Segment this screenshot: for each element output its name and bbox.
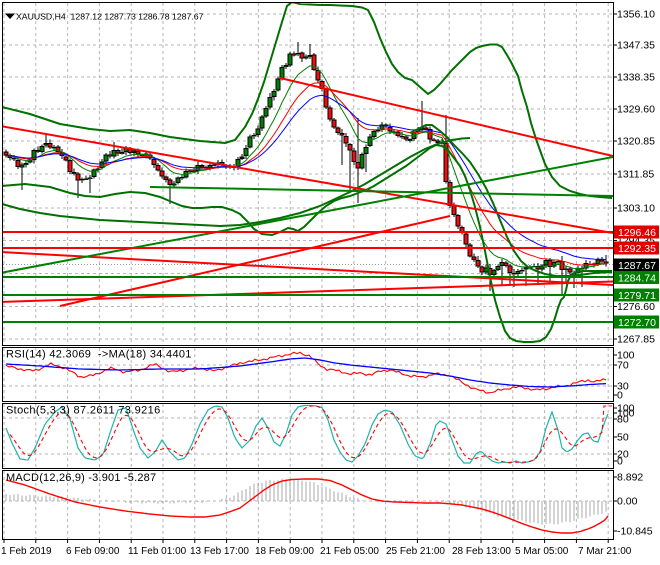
svg-text:30: 30 [617, 381, 629, 393]
svg-text:11 Feb 01:00: 11 Feb 01:00 [128, 546, 187, 557]
svg-text:70: 70 [617, 360, 629, 372]
svg-text:100: 100 [617, 350, 635, 362]
svg-text:1287.67: 1287.67 [618, 260, 656, 272]
svg-text:1311.85: 1311.85 [617, 169, 654, 181]
svg-text:0: 0 [617, 456, 623, 468]
svg-text:XAUUSD,H4 1287.12 1287.73 128: XAUUSD,H4 1287.12 1287.73 1286.78 1287.6… [16, 11, 204, 21]
svg-text:80: 80 [617, 414, 629, 426]
svg-text:1 Feb 2019: 1 Feb 2019 [1, 546, 52, 557]
svg-text:0: 0 [617, 390, 623, 402]
svg-text:1338.35: 1338.35 [617, 72, 655, 84]
svg-text:20: 20 [617, 449, 629, 461]
svg-text:5 Mar 05:00: 5 Mar 05:00 [515, 546, 569, 557]
svg-text:1284.74: 1284.74 [618, 272, 656, 284]
svg-text:1292.35: 1292.35 [618, 243, 656, 255]
svg-text:0.00: 0.00 [617, 496, 638, 508]
svg-text:1276.60: 1276.60 [617, 301, 655, 313]
svg-text:100: 100 [617, 408, 635, 420]
svg-text:6 Feb 09:00: 6 Feb 09:00 [66, 546, 120, 557]
svg-text:1347.35: 1347.35 [617, 40, 655, 52]
svg-text:Stoch(5,3,3) 87.2611 73.9216: Stoch(5,3,3) 87.2611 73.9216 [6, 405, 161, 417]
svg-text:50: 50 [617, 432, 629, 444]
svg-text:1303.10: 1303.10 [617, 203, 655, 215]
svg-text:13 Feb 17:00: 13 Feb 17:00 [190, 546, 249, 557]
svg-text:18 Feb 09:00: 18 Feb 09:00 [255, 546, 314, 557]
svg-text:1267.85: 1267.85 [617, 334, 655, 346]
svg-text:RSI(14) 42.3069 ->MA(18) 34.4: RSI(14) 42.3069 ->MA(18) 34.4401 [6, 349, 192, 361]
svg-text:100: 100 [617, 403, 635, 415]
svg-text:1320.85: 1320.85 [617, 136, 655, 148]
svg-text:7 Mar 21:00: 7 Mar 21:00 [578, 546, 632, 557]
svg-text:28 Feb 13:00: 28 Feb 13:00 [452, 546, 511, 557]
svg-text:25 Feb 21:00: 25 Feb 21:00 [386, 546, 445, 557]
svg-text:8.892: 8.892 [617, 472, 643, 484]
svg-text:MACD(12,26,9) -3.901 -5.287: MACD(12,26,9) -3.901 -5.287 [6, 472, 156, 484]
svg-text:1356.10: 1356.10 [617, 9, 655, 21]
svg-text:21 Feb 05:00: 21 Feb 05:00 [320, 546, 379, 557]
svg-text:1296.46: 1296.46 [618, 227, 656, 239]
svg-text:1329.60: 1329.60 [617, 104, 655, 116]
svg-text:1272.70: 1272.70 [618, 317, 656, 329]
svg-text:1279.71: 1279.71 [618, 290, 656, 302]
svg-text:-10.845: -10.845 [617, 526, 653, 538]
